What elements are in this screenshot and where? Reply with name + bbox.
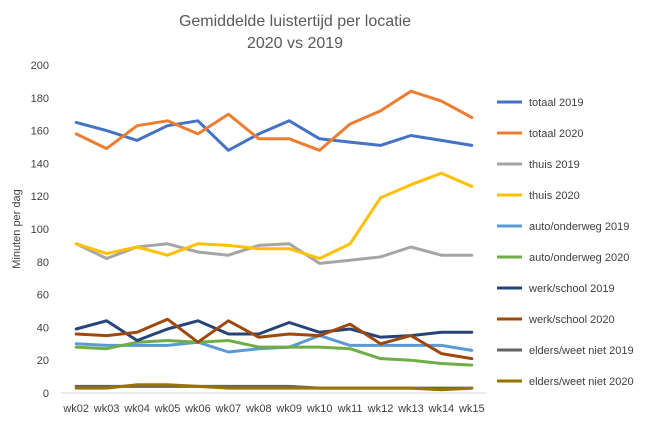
series-line-1 [74, 119, 474, 152]
series-line-10 [74, 383, 474, 392]
x-tick-label: wk14 [428, 403, 455, 415]
legend-label: werk/school 2020 [528, 314, 615, 326]
series-line-8 [74, 317, 474, 361]
y-axis-ticks: 0 20 40 60 80 100 120 140 160 180 200 [31, 60, 49, 400]
x-tick-label: wk13 [397, 403, 424, 415]
legend-label: totaal 2019 [529, 97, 583, 109]
y-tick-label: 40 [37, 322, 49, 334]
y-tick-label: 160 [31, 126, 49, 138]
y-tick-label: 180 [31, 93, 49, 105]
legend-label: thuis 2019 [529, 159, 580, 171]
x-tick-label: wk11 [337, 403, 363, 415]
series-line-6 [74, 339, 474, 367]
y-axis-label: Minuten per dag [11, 189, 23, 269]
chart-subtitle: 2020 vs 2019 [247, 35, 343, 52]
legend-label: thuis 2020 [529, 190, 580, 202]
x-tick-label: wk08 [245, 403, 272, 415]
y-tick-label: 60 [37, 290, 49, 302]
series-line-2 [74, 89, 474, 152]
x-tick-label: wk15 [458, 403, 485, 415]
y-tick-label: 200 [31, 60, 49, 72]
x-tick-label: wk02 [62, 403, 89, 415]
legend: totaal 2019 totaal 2020 thuis 2019 thuis 20… [497, 97, 634, 388]
x-tick-label: wk05 [154, 403, 181, 415]
y-tick-label: 80 [37, 257, 49, 269]
x-tick-label: wk09 [275, 403, 302, 415]
series-line-3 [74, 242, 474, 265]
x-tick-label: wk07 [215, 403, 242, 415]
legend-label: elders/weet niet 2019 [529, 345, 634, 357]
x-tick-label: wk12 [367, 403, 394, 415]
y-tick-label: 120 [31, 191, 49, 203]
legend-label: werk/school 2019 [528, 283, 615, 295]
x-tick-label: wk03 [93, 403, 120, 415]
chart-title: Gemiddelde luistertijd per locatie [179, 13, 411, 30]
y-tick-label: 20 [37, 355, 49, 367]
legend-label: auto/onderweg 2020 [529, 252, 629, 264]
legend-label: elders/weet niet 2020 [529, 376, 634, 388]
x-tick-label: wk04 [123, 403, 150, 415]
legend-label: auto/onderweg 2019 [529, 221, 629, 233]
y-tick-label: 0 [43, 388, 49, 400]
x-axis-ticks: wk02 wk03 wk04 wk05 wk06 wk07 wk08 wk09 wk10 wk11… [62, 403, 484, 415]
series-lines [74, 89, 474, 392]
legend-label: totaal 2020 [529, 128, 583, 140]
x-tick-label: wk10 [306, 403, 333, 415]
y-tick-label: 140 [31, 158, 49, 170]
y-tick-label: 100 [31, 224, 49, 236]
x-tick-label: wk06 [184, 403, 211, 415]
series-line-4 [74, 171, 474, 260]
